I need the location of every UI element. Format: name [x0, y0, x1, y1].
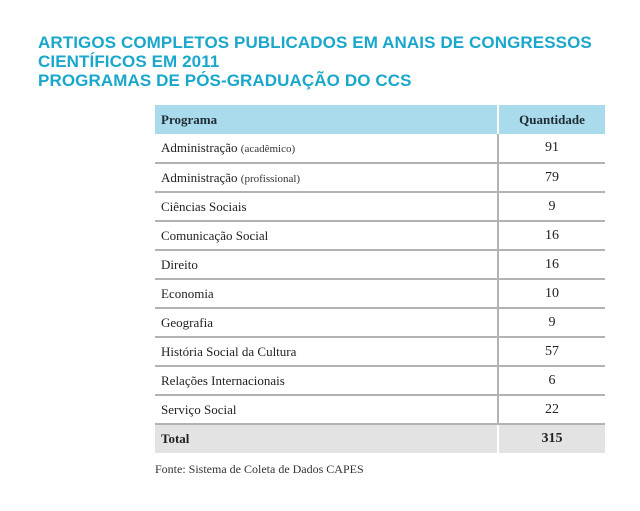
program-cell: Economia	[155, 279, 498, 309]
column-header-programa: Programa	[155, 105, 498, 134]
table-row: Economia 10	[155, 279, 605, 309]
table-row: Ciências Sociais 9	[155, 192, 605, 222]
table-row: Direito 16	[155, 250, 605, 280]
table-row: Administração (acadêmico) 91	[155, 134, 605, 164]
program-name: Administração	[161, 140, 238, 155]
table-row: História Social da Cultura 57	[155, 337, 605, 367]
program-cell: Relações Internacionais	[155, 366, 498, 396]
table-row: Relações Internacionais 6	[155, 366, 605, 396]
quantity-cell: 57	[497, 337, 605, 367]
quantity-cell: 79	[497, 163, 605, 193]
title-line-3: PROGRAMAS DE PÓS-GRADUAÇÃO DO CCS	[38, 71, 412, 90]
table-row: Geografia 9	[155, 308, 605, 338]
program-note: (acadêmico)	[240, 143, 296, 155]
program-cell: História Social da Cultura	[155, 337, 498, 367]
program-cell: Administração (acadêmico)	[155, 134, 498, 164]
page-title: ARTIGOS COMPLETOS PUBLICADOS EM ANAIS DE…	[38, 33, 628, 90]
quantity-cell: 10	[497, 279, 605, 309]
quantity-cell: 22	[497, 395, 605, 425]
column-header-quantidade: Quantidade	[497, 105, 605, 134]
total-label: Total	[155, 424, 498, 453]
table-row: Serviço Social 22	[155, 395, 605, 425]
program-cell: Ciências Sociais	[155, 192, 498, 222]
quantity-cell: 16	[497, 221, 605, 251]
source-note: Fonte: Sistema de Coleta de Dados CAPES	[155, 462, 364, 476]
quantity-cell: 9	[497, 192, 605, 222]
table-row: Administração (profissional) 79	[155, 163, 605, 193]
quantity-cell: 9	[497, 308, 605, 338]
quantity-cell: 16	[497, 250, 605, 280]
title-line-2: CIENTÍFICOS EM 2011	[38, 52, 220, 71]
program-cell: Geografia	[155, 308, 498, 338]
program-cell: Administração (profissional)	[155, 163, 498, 193]
program-cell: Direito	[155, 250, 498, 280]
programs-table: Programa Quantidade Administração (acadê…	[155, 105, 605, 453]
program-note: (profissional)	[240, 172, 301, 185]
table-row: Comunicação Social 16	[155, 221, 605, 251]
quantity-cell: 91	[497, 134, 605, 164]
table-header-row: Programa Quantidade	[155, 105, 605, 134]
program-cell: Comunicação Social	[155, 221, 498, 251]
total-row: Total 315	[155, 424, 605, 453]
total-value: 315	[497, 424, 605, 453]
program-name: Administração	[161, 169, 238, 185]
program-cell: Serviço Social	[155, 395, 498, 425]
title-line-1: ARTIGOS COMPLETOS PUBLICADOS EM ANAIS DE…	[38, 33, 592, 52]
quantity-cell: 6	[497, 366, 605, 396]
